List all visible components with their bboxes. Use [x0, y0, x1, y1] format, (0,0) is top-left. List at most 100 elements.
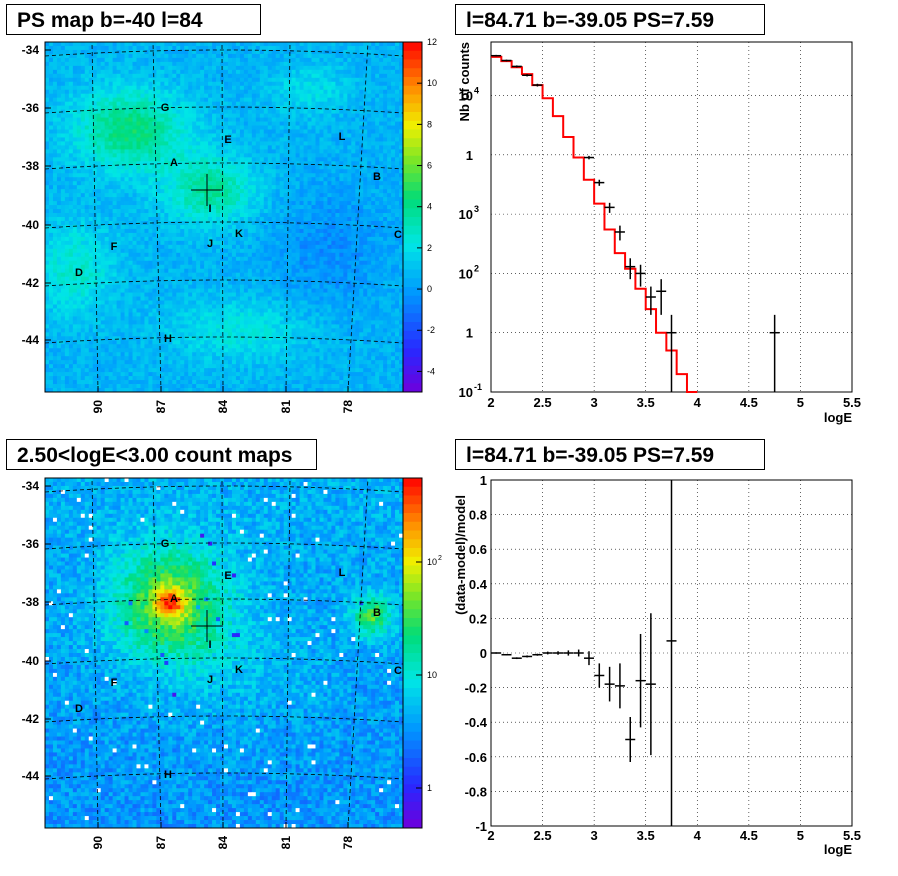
colorbar-segment [403, 261, 422, 270]
y-tick-label: 0.6 [469, 542, 487, 557]
y-tick-label: -34 [22, 43, 40, 57]
y-tick-label: -0.2 [465, 681, 487, 696]
y-tick-label: -1 [475, 819, 487, 834]
source-label: I [208, 639, 211, 651]
colorbar-segment [403, 557, 422, 566]
colorbar-segment [403, 583, 422, 592]
colorbar-segment [403, 548, 422, 557]
data-point [491, 55, 501, 57]
source-label: F [111, 677, 118, 689]
colorbar-segment [403, 793, 422, 802]
y-tick-label: -34 [22, 479, 40, 493]
x-tick-label: 2 [487, 395, 494, 410]
colorbar-tick-label: 1 [427, 783, 432, 793]
x-tick-label: 81 [279, 836, 293, 850]
colorbar-segment [403, 802, 422, 811]
count-map-title: 2.50<logE<3.00 count maps [6, 439, 317, 470]
source-label: C [394, 229, 402, 241]
source-label: L [339, 131, 346, 143]
x-tick-label: 78 [341, 400, 355, 414]
source-label: I [208, 203, 211, 215]
colorbar-segment [403, 375, 422, 384]
colorbar-segment [403, 182, 422, 191]
colorbar-segment [403, 173, 422, 182]
counts-spectrum-title: l=84.71 b=-39.05 PS=7.59 [455, 4, 765, 35]
colorbar-segment [403, 278, 422, 287]
source-label: J [207, 674, 213, 686]
colorbar-segment [403, 758, 422, 767]
y-tick-label: 10 [459, 207, 473, 222]
x-tick-label: 3 [591, 828, 598, 843]
colorbar-segment [403, 706, 422, 715]
colorbar-segment [403, 366, 422, 375]
y-tick-label: -40 [22, 654, 40, 668]
x-tick-label: 90 [91, 836, 105, 850]
colorbar-tick-label: 6 [427, 161, 432, 171]
y-tick-exponent: 3 [474, 204, 479, 214]
x-tick-label: 2.5 [534, 395, 552, 410]
source-label: B [373, 607, 381, 619]
colorbar-segment [403, 226, 422, 235]
y-tick-label: -36 [22, 101, 40, 115]
colorbar-segment [403, 662, 422, 671]
x-tick-label: 81 [279, 400, 293, 414]
y-tick-label: 0.2 [469, 611, 487, 626]
colorbar-segment [403, 627, 422, 636]
colorbar-segment [403, 504, 422, 513]
y-axis-label: (data-model)/model [453, 495, 468, 615]
y-tick-label: 0.4 [469, 577, 488, 592]
x-axis-label: logE [824, 842, 852, 857]
colorbar-tick-label: 4 [427, 202, 432, 212]
y-tick-label: -42 [22, 276, 40, 290]
y-tick-label: -0.8 [465, 784, 487, 799]
x-tick-label: 3 [591, 395, 598, 410]
colorbar-tick-label: 8 [427, 119, 432, 129]
y-tick-label: -0.6 [465, 750, 487, 765]
colorbar-segment [403, 60, 422, 69]
colorbar-segment [403, 636, 422, 645]
colorbar-tick-label: 10 [427, 670, 437, 680]
colorbar-segment [403, 653, 422, 662]
colorbar-segment [403, 566, 422, 575]
x-tick-label: 4.5 [740, 828, 758, 843]
source-label: J [207, 238, 213, 250]
colorbar-segment [403, 478, 422, 487]
y-tick-label: -42 [22, 712, 40, 726]
x-tick-label: 3.5 [637, 828, 655, 843]
colorbar-segment [403, 487, 422, 496]
colorbar-tick-label: 10 [427, 557, 437, 567]
colorbar-segment [403, 776, 422, 785]
colorbar-segment [403, 592, 422, 601]
colorbar-segment [403, 741, 422, 750]
x-tick-label: 2.5 [534, 828, 552, 843]
colorbar-segment [403, 496, 422, 505]
colorbar-tick-exponent: 2 [438, 555, 442, 562]
x-tick-label: 78 [341, 836, 355, 850]
colorbar-segment [403, 77, 422, 86]
data-point [512, 65, 522, 67]
colorbar-segment [403, 86, 422, 95]
x-axis-label: logE [824, 410, 852, 425]
y-tick-exponent: -1 [474, 382, 482, 392]
colorbar-tick-label: 2 [427, 243, 432, 253]
x-tick-label: 87 [154, 400, 168, 414]
colorbar-segment [403, 191, 422, 200]
colorbar-segment [403, 609, 422, 618]
colorbar [403, 42, 422, 393]
y-tick-label: 0.8 [469, 508, 487, 523]
source-label: H [164, 769, 172, 781]
colorbar-tick-label: 12 [427, 37, 437, 47]
source-label: B [373, 171, 381, 183]
colorbar-segment [403, 331, 422, 340]
source-label: K [235, 228, 243, 240]
colorbar-segment [403, 601, 422, 610]
colorbar-segment [403, 618, 422, 627]
colorbar-tick-label: 10 [427, 78, 437, 88]
x-tick-label: 90 [91, 400, 105, 414]
